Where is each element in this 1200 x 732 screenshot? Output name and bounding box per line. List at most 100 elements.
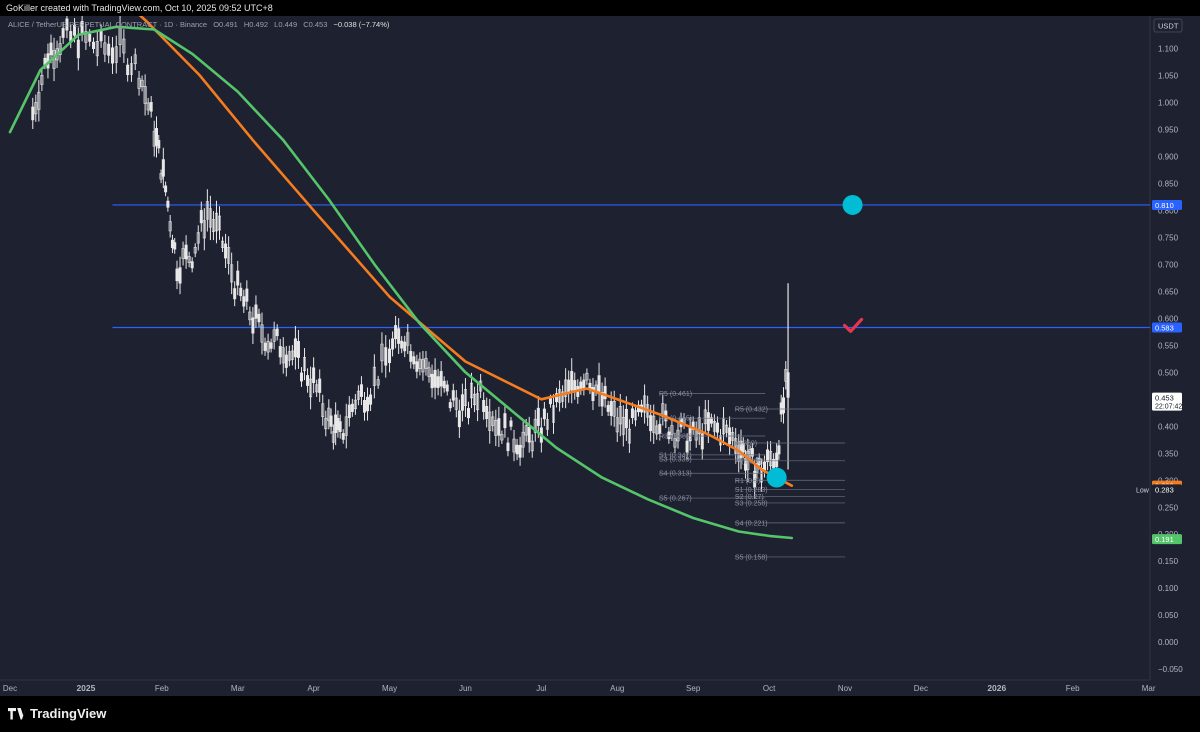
x-tick-label: Feb (1066, 684, 1080, 693)
price-candle-body (497, 418, 501, 436)
price-candle-body (433, 369, 437, 388)
price-candle-body (239, 287, 243, 297)
price-candle-body (403, 341, 407, 352)
price-candle-body (427, 367, 431, 377)
y-tick-label: 1.000 (1158, 98, 1179, 107)
x-tick-label: Mar (1142, 684, 1156, 693)
price-candle-body (530, 440, 534, 452)
price-tag-box (1152, 322, 1182, 333)
price-candle-body (709, 417, 713, 424)
price-candle-body (615, 417, 619, 433)
ohlc-low: L0.449 (274, 20, 298, 29)
price-candle-body (612, 400, 616, 417)
price-candle-body (775, 452, 779, 468)
price-candle-body (31, 106, 35, 121)
y-tick-label: 0.000 (1158, 638, 1179, 647)
price-candle-body (482, 399, 486, 413)
tradingview-logo[interactable]: TradingView (8, 706, 106, 721)
price-candle-body (372, 366, 376, 386)
price-candle-body (344, 416, 348, 436)
price-chart[interactable]: 1.100 1.050 1.000 0.950 0.900 0.850 0.800 0.750… (0, 16, 1200, 696)
price-candle-body (518, 444, 522, 458)
pivot-label: S1 (0.283) (735, 487, 768, 494)
price-candle-body (442, 380, 446, 389)
price-candle-body (155, 128, 159, 146)
y-tick-label: 0.850 (1158, 179, 1179, 188)
price-candle-body (321, 403, 325, 417)
price-candle-body (278, 346, 282, 358)
price-candle-body (309, 378, 313, 398)
price-candle-body (515, 444, 519, 455)
price-candle-body (548, 398, 552, 405)
price-candle-body (570, 371, 574, 391)
ohlc-open: O0.491 (213, 20, 238, 29)
price-candle-body (338, 421, 342, 432)
price-candle-body (521, 431, 525, 448)
price-candle-body (190, 261, 194, 269)
price-candle-body (703, 409, 707, 425)
price-candle-body (260, 324, 264, 343)
y-tick-label: 0.950 (1158, 125, 1179, 134)
x-tick-label: May (382, 684, 397, 693)
price-candle-body (221, 240, 225, 248)
price-candle-body (184, 244, 188, 260)
price-candle-body (600, 391, 604, 407)
price-tag-prefix: Low (1136, 487, 1150, 494)
price-candle-body (388, 348, 392, 363)
price-candle-body (445, 384, 449, 392)
price-tag-label: 0.810 (1155, 201, 1174, 210)
x-tick-label: Dec (914, 684, 928, 693)
price-candle-body (753, 470, 757, 488)
price-candle-body (500, 434, 504, 441)
price-candle-body (303, 357, 307, 372)
pivot-label: S4 (0.313) (659, 471, 692, 478)
price-candle-body (290, 350, 294, 360)
price-candle-body (391, 338, 395, 350)
price-candle-body (369, 394, 373, 405)
price-tag-label: 0.191 (1155, 535, 1174, 544)
price-candle-body (84, 31, 88, 43)
price-candle-body (266, 340, 270, 353)
price-candle-body (242, 296, 246, 307)
pivot-label: R4 (0.415) (659, 416, 692, 423)
y-tick-label: 0.650 (1158, 287, 1179, 296)
price-candle-body (356, 390, 360, 400)
pivot-label: R3 (0.382) (659, 433, 692, 440)
price-candle-body (409, 351, 413, 362)
price-candle-body (248, 311, 252, 321)
price-candle-body (34, 102, 38, 115)
price-candle-body (415, 361, 419, 372)
price-candle-body (476, 393, 480, 411)
price-candle-body (380, 343, 384, 362)
price-candle-body (627, 428, 631, 444)
price-candle-body (324, 417, 328, 430)
price-candle-body (667, 431, 671, 440)
price-candle-body (609, 401, 613, 416)
price-candle-body (329, 415, 333, 427)
y-tick-label: 1.100 (1158, 44, 1179, 53)
price-candle-body (236, 270, 240, 286)
ohlc-close: C0.453 (303, 20, 328, 29)
price-candle-body (491, 416, 495, 426)
price-candle-body (512, 438, 516, 453)
price-candle-body (545, 419, 549, 430)
price-tag-box (1152, 534, 1182, 545)
chart-area[interactable]: 1.100 1.050 1.000 0.950 0.900 0.850 0.800 0.750… (0, 16, 1200, 696)
price-candle-body (95, 41, 99, 57)
price-candle-body (685, 440, 689, 453)
tradingview-logo-text: TradingView (30, 706, 107, 721)
price-candle-body (533, 418, 537, 433)
price-candle-body (233, 288, 237, 300)
price-candle-body (359, 384, 363, 397)
target-circle-marker (766, 467, 787, 488)
pivot-label: R1 (0.3) (735, 478, 760, 485)
price-candle-body (591, 387, 595, 402)
price-candle-body (777, 445, 781, 455)
price-candle-body (202, 220, 206, 239)
y-tick-label: 0.550 (1158, 341, 1179, 350)
price-candle-body (494, 420, 498, 436)
price-candle-body (122, 38, 126, 54)
price-candle-body (331, 431, 335, 443)
y-tick-label: 0.900 (1158, 152, 1179, 161)
price-candle-body (506, 442, 510, 452)
